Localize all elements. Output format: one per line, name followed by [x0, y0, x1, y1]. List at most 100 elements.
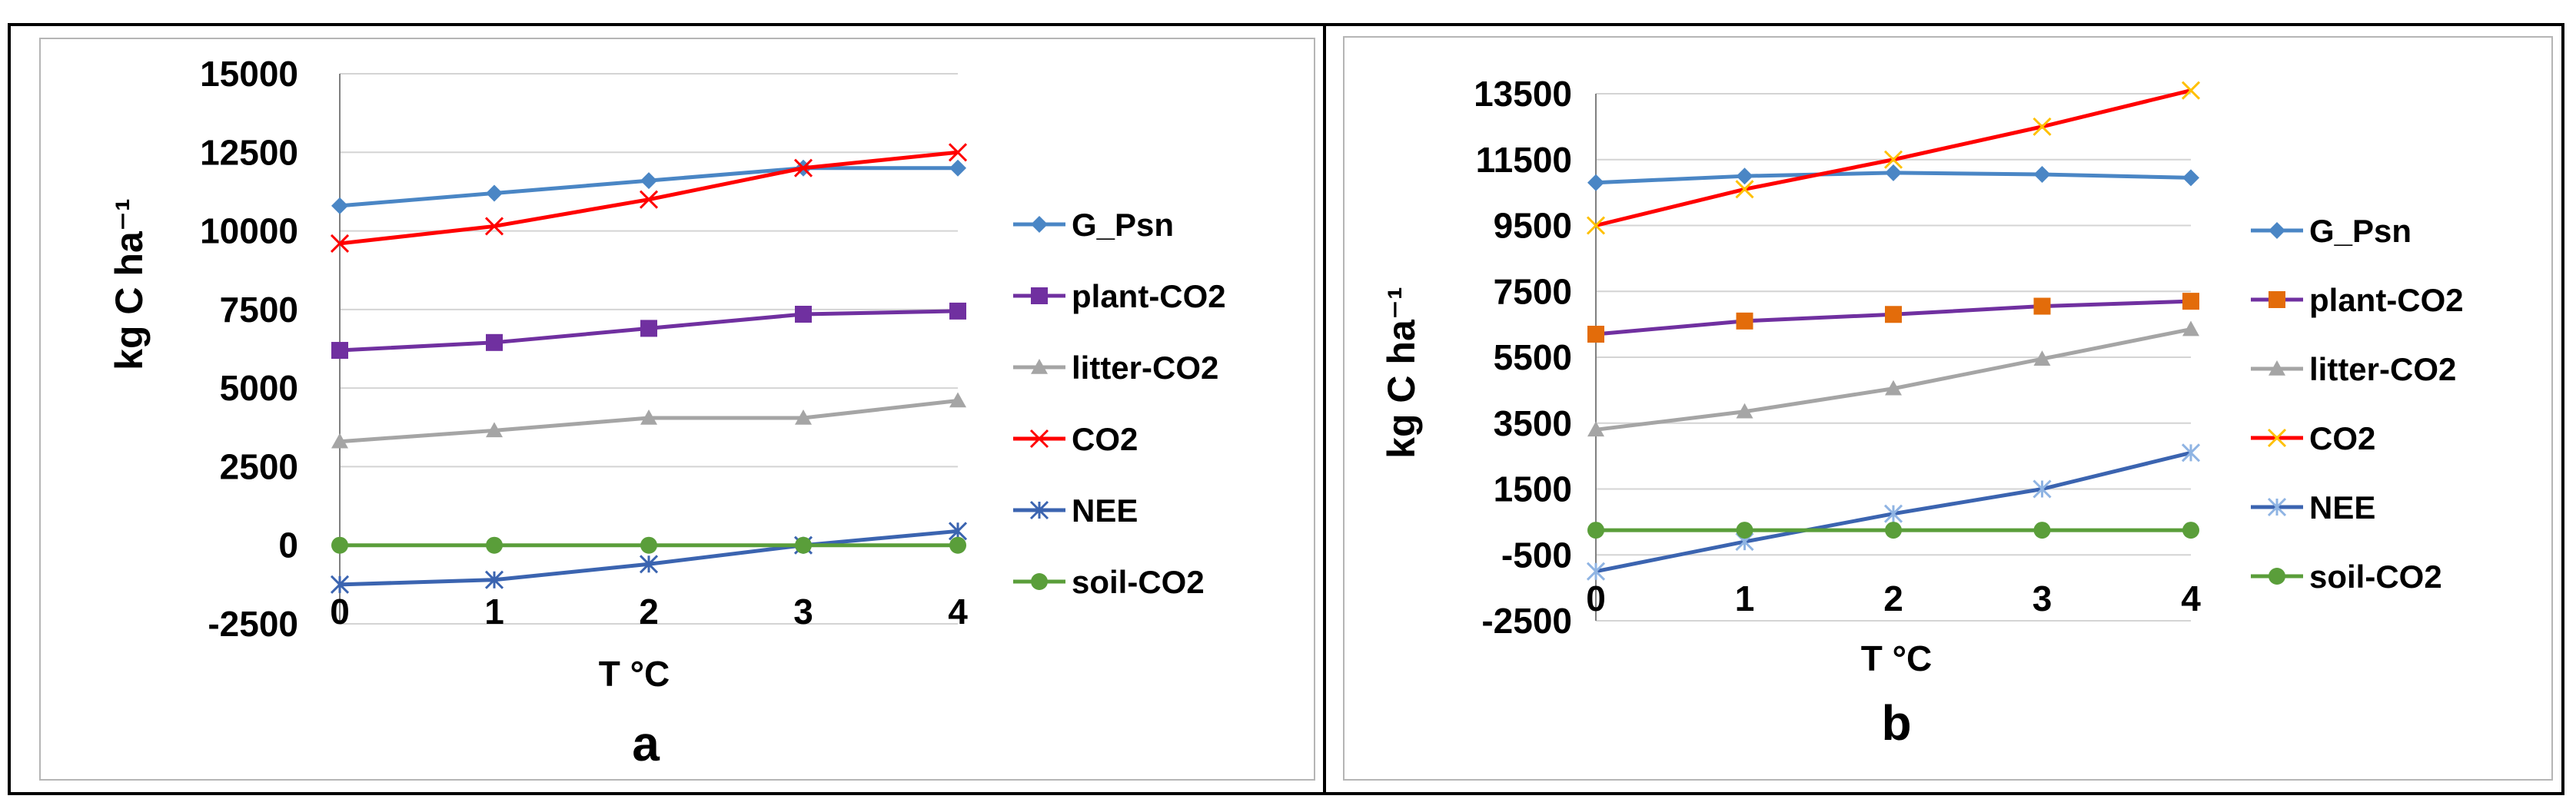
legend-label: NEE — [2309, 489, 2375, 526]
y-tick-label: 7500 — [220, 290, 298, 330]
data-point — [1885, 380, 1902, 396]
data-point — [331, 433, 348, 449]
data-point — [1736, 522, 1753, 539]
data-point — [640, 172, 657, 190]
legend-item: litter-CO2 — [2251, 351, 2456, 387]
legend-label: CO2 — [2309, 420, 2375, 456]
y-tick-label: 9500 — [1494, 206, 1572, 246]
series-plant-CO2 — [331, 302, 966, 360]
y-axis-label-b: kg C ha⁻¹ — [1380, 287, 1423, 459]
data-point — [949, 536, 966, 554]
legend-marker — [2267, 497, 2287, 517]
series-lines-b — [1586, 81, 2201, 581]
y-tick-label: 7500 — [1494, 271, 1572, 311]
panel-label-a: a — [632, 716, 660, 771]
y-tick-label: 11500 — [1476, 140, 1572, 180]
data-point — [486, 422, 503, 438]
legend-a: G_Psn plant-CO2 litter-CO2 CO2 NEE soil-CO2 — [1013, 207, 1226, 600]
y-tick-labels-b: -2500 -500 1500 3500 5500 7500 9500 11500 13500 — [1474, 74, 1572, 641]
legend-label: plant-CO2 — [1072, 278, 1226, 314]
y-tick-label: 15000 — [200, 54, 298, 94]
data-point — [2033, 350, 2051, 366]
data-point — [486, 333, 503, 351]
legend-item: CO2 — [2251, 420, 2375, 456]
data-point — [948, 143, 968, 162]
series-litter-CO2 — [1587, 320, 2199, 437]
series-NEE — [1586, 443, 2201, 581]
legend-marker — [2269, 222, 2285, 239]
series-line — [1595, 88, 2192, 227]
y-axis-label-a: kg C ha⁻¹ — [108, 198, 151, 370]
data-point — [1587, 522, 1604, 539]
x-tick-label: 0 — [1586, 579, 1606, 618]
y-tick-label: -500 — [1501, 535, 1572, 575]
data-point — [331, 536, 348, 554]
data-point — [484, 570, 504, 589]
legend-b: G_Psn plant-CO2 litter-CO2 CO2 NEE soil-CO2 — [2251, 213, 2464, 595]
legend-label: G_Psn — [2309, 213, 2411, 249]
y-tick-label: 0 — [278, 526, 298, 565]
data-point — [2181, 443, 2201, 463]
legend-label: G_Psn — [1072, 207, 1174, 243]
data-point — [795, 409, 812, 425]
x-tick-label: 1 — [484, 592, 504, 632]
data-point — [1587, 174, 1604, 191]
chart-panel-b: -2500-500150035005500750095001150013500 … — [1343, 36, 2553, 781]
data-point — [640, 409, 657, 425]
x-tick-labels-a: 0 1 2 3 4 — [330, 592, 968, 632]
data-point — [1885, 522, 1902, 539]
data-point — [2033, 117, 2052, 136]
x-tick-labels-b: 0 1 2 3 4 — [1586, 579, 2201, 618]
legend-item: G_Psn — [2251, 213, 2411, 249]
legend-item: G_Psn — [1013, 207, 1174, 243]
series-G_Psn — [331, 159, 966, 214]
y-tick-label: 1500 — [1494, 469, 1572, 509]
y-tick-label: -2500 — [208, 604, 298, 644]
x-axis-label-a: T °C — [599, 654, 670, 694]
legend-item: plant-CO2 — [1013, 278, 1226, 314]
data-point — [1736, 167, 1753, 185]
x-tick-label: 2 — [1883, 579, 1903, 618]
data-point — [640, 320, 657, 337]
y-tick-label: 5500 — [1494, 337, 1572, 377]
data-point — [1883, 150, 1903, 169]
data-point — [484, 217, 504, 236]
legend-marker — [2267, 428, 2287, 448]
y-tick-labels-a: -2500 0 2500 5000 7500 10000 12500 15000 — [200, 54, 298, 644]
legend-label: plant-CO2 — [2309, 282, 2464, 318]
series-soil-CO2 — [1587, 522, 2199, 539]
series-CO2 — [330, 143, 968, 253]
data-point — [330, 575, 350, 594]
series-lines-a — [330, 143, 968, 594]
series-NEE — [330, 522, 968, 594]
data-point — [2033, 297, 2051, 315]
data-point — [1587, 421, 1604, 437]
legend-marker — [1031, 287, 1048, 304]
data-point — [1587, 325, 1604, 343]
y-tick-label: 10000 — [200, 211, 298, 251]
series-CO2 — [1586, 81, 2201, 235]
series-litter-CO2 — [331, 392, 966, 449]
legend-marker — [1031, 573, 1048, 590]
legend-label: soil-CO2 — [2309, 559, 2442, 595]
data-point — [331, 342, 348, 360]
gridlines-b — [1596, 93, 2191, 622]
data-point — [2033, 522, 2051, 539]
data-point — [331, 197, 348, 214]
x-axis-label-b: T °C — [1861, 638, 1933, 678]
data-point — [2182, 169, 2199, 187]
series-line — [1595, 327, 2192, 432]
legend-marker — [2269, 568, 2285, 585]
data-point — [1883, 504, 1903, 523]
data-point — [795, 536, 812, 554]
data-point — [330, 234, 350, 253]
data-point — [639, 190, 659, 209]
legend-marker — [1029, 429, 1049, 449]
legend-marker — [2269, 291, 2285, 308]
legend-item: NEE — [2251, 489, 2375, 526]
series-plant-CO2 — [1587, 293, 2199, 343]
panel-label-b: b — [1881, 695, 1911, 751]
data-point — [1885, 306, 1902, 323]
